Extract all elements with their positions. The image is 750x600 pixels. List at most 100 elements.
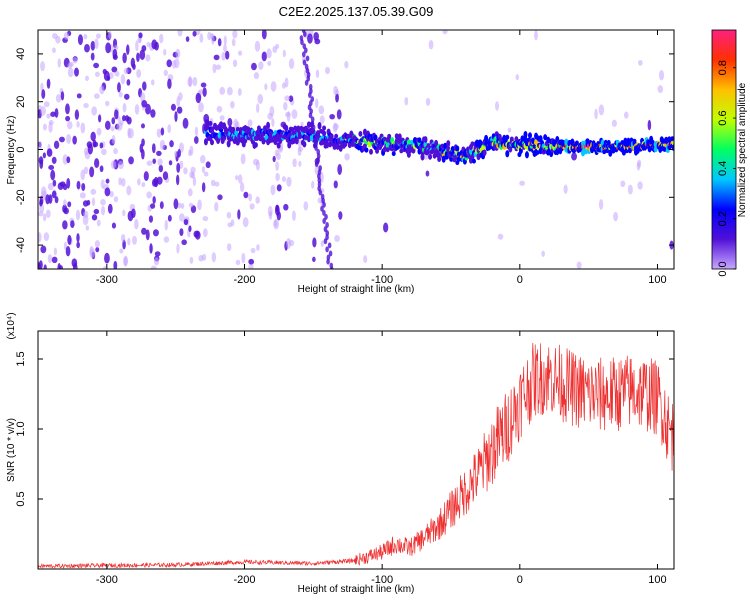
spectrogram-speck [637,159,642,168]
spectrogram-speck [43,264,47,269]
spectrogram-trace-cell [226,140,231,148]
spectrogram-speck [157,158,163,166]
spectrogram-speck [251,62,257,71]
colorbar-tick-label: 0.0 [717,261,729,276]
spectrogram-speck [119,248,124,254]
spectrogram-speck [139,49,146,60]
spectrogram-speck [216,105,223,113]
colorbar-ticks: 0.0 0.2 0.4 0.6 0.8 [717,60,736,277]
spectrogram-speck [152,229,159,237]
spectrogram-streak [328,250,333,257]
spectrogram-speck [99,85,105,95]
spectrogram-speck [94,240,101,248]
spectrogram-speck [223,35,227,46]
spectrogram-speck [211,252,217,263]
spectrogram-speck [95,247,100,253]
spectrogram-speck [221,51,226,61]
spectrogram-speck [163,236,170,243]
spectrogram-speck [286,176,292,187]
spectrogram-speck [238,50,243,56]
spectrogram-speck [189,256,194,264]
spectrogram-trace-cell [602,149,607,155]
spectrogram-speck [283,203,289,211]
spectrogram-speck [117,116,121,122]
spectrogram-trace-cell [470,141,475,147]
spectrogram-speck [114,70,120,77]
spectrogram-speck [90,52,95,61]
spectrogram-speck [311,180,315,189]
spectrogram-speck [123,68,129,75]
spectrogram-speck [141,227,147,235]
spectrogram-speck [151,39,158,50]
spectrogram-speck [183,218,189,226]
spectrogram-speck [100,198,106,206]
spectrogram-speck [248,263,254,269]
spectrogram-speck [442,30,448,35]
spectrogram-speck [66,156,71,164]
spectrogram-speck [275,204,279,212]
spectrogram-speck [54,196,59,204]
spectrogram-speck [150,109,156,118]
colorbar-label: Normalized spectral amplitude [737,82,748,217]
spectrogram-speck [338,211,343,220]
spectrogram-speck [67,234,72,245]
spectrogram-streak [314,161,319,168]
y-tick-label: 0.5 [15,491,27,506]
spectrogram-speck [210,179,216,187]
spectrogram-speck [101,148,107,156]
spectrogram-trace-cell [632,138,637,144]
spectrogram-trace-cell [347,142,352,149]
spectrogram-trace-cell [437,156,442,162]
spectrogram-speck [200,82,207,88]
spectrogram-trace-cell [216,136,221,145]
spectrogram-speck [256,244,260,251]
spectrogram-speck [214,181,220,187]
spectrogram-speck [42,213,47,222]
spectrogram-speck [152,196,156,204]
spectrogram-speck [248,258,255,265]
spectrogram-speck [94,158,100,169]
spectrogram-speck [52,32,58,39]
spectrogram-trace-cell [217,132,222,139]
spectrogram-speck [270,184,276,196]
spectrogram-speck [142,81,147,91]
spectrogram-speck [272,155,276,163]
spectrogram-speck [200,154,206,164]
spectrogram-trace-cell [306,135,311,143]
spectrogram-trace-cell [317,122,322,130]
spectrogram-trace-cell [484,134,489,142]
spectrogram-speck [80,169,86,181]
spectrogram-trace-cell [284,124,289,132]
spectrogram-speck [140,123,145,129]
spectrogram-speck [72,262,78,269]
spectrogram-speck [312,256,316,263]
spectrogram-xlabel: Height of straight line (km) [298,284,415,295]
spectrogram-speck [163,48,167,56]
spectrogram-speck [162,171,169,181]
spectrogram-trace-cell [332,145,337,150]
x-tick-label: -200 [233,274,255,286]
spectrogram-speck [288,239,295,247]
spectrogram-speck [108,30,112,40]
spectrogram-speck [74,67,79,77]
spectrogram-trace-cell [273,130,278,135]
colorbar-tick-label: 0.4 [717,161,729,176]
spectrogram-speck [344,153,350,161]
spectrogram-trace-cell [335,144,340,150]
spectrogram-trace-cell [450,146,455,152]
x-tick-label: -100 [371,574,393,586]
spectrogram-speck [111,66,118,73]
spectrogram-speck [188,149,192,157]
spectrogram-speck [173,198,179,210]
spectrogram-speck [250,247,256,254]
spectrogram-speck [136,52,140,62]
spectrogram-speck [51,256,58,264]
x-tick-label: -300 [96,574,118,586]
spectrogram-speck [93,141,99,148]
spectrogram-speck [58,265,64,269]
spectrogram-streak [304,47,308,54]
spectrogram-speck [215,64,222,70]
spectrogram-trace-cell [420,153,425,161]
spectrogram-trace-cell [585,138,590,144]
